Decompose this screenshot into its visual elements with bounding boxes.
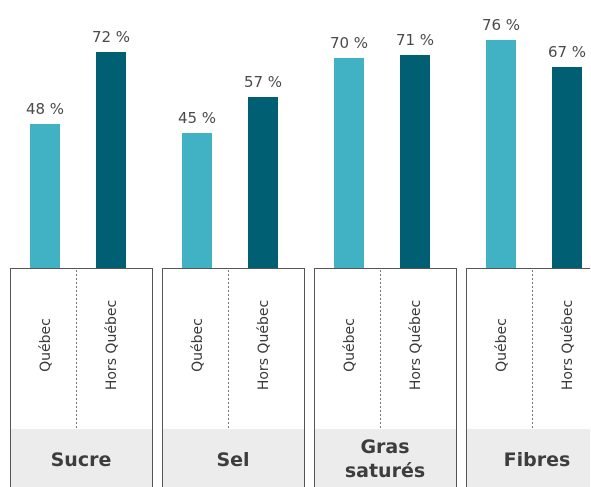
category-label: Québec [342, 318, 358, 372]
category-label: Hors Québec [256, 300, 272, 390]
data-label: 57 % [244, 73, 282, 91]
data-label: 72 % [92, 28, 130, 46]
category-label: Hors Québec [408, 300, 424, 390]
group-label: Fibres [504, 449, 571, 471]
bars [30, 40, 582, 268]
category-label: Hors Québec [560, 300, 576, 390]
category-label: Québec [38, 318, 54, 372]
category-label: Hors Québec [104, 300, 120, 390]
data-label: 70 % [330, 34, 368, 52]
bar [400, 55, 430, 268]
category-label: Québec [190, 318, 206, 372]
category-boxes [10, 268, 590, 487]
data-label: 76 % [482, 16, 520, 34]
category-label: Québec [494, 318, 510, 372]
data-label: 67 % [548, 43, 586, 61]
data-label: 71 % [396, 31, 434, 49]
bar [552, 67, 582, 268]
bar [334, 58, 364, 268]
data-label: 45 % [178, 109, 216, 127]
group-label: Sucre [51, 449, 112, 471]
labels: 48 % Québec 72 % Hors Québec Sucre 45 % Québec… [26, 16, 586, 482]
bar [486, 40, 516, 268]
group-label: saturés [345, 460, 425, 482]
group-footer-bg [315, 429, 456, 487]
bar [182, 133, 212, 268]
bar [30, 124, 60, 268]
group-label: Gras [360, 436, 409, 458]
bar [96, 52, 126, 268]
group-footer-bg [467, 429, 590, 487]
group-footer-bg [11, 429, 152, 487]
data-label: 48 % [26, 100, 64, 118]
group-footer-bg [163, 429, 304, 487]
group-label: Sel [216, 449, 249, 471]
bar [248, 97, 278, 268]
